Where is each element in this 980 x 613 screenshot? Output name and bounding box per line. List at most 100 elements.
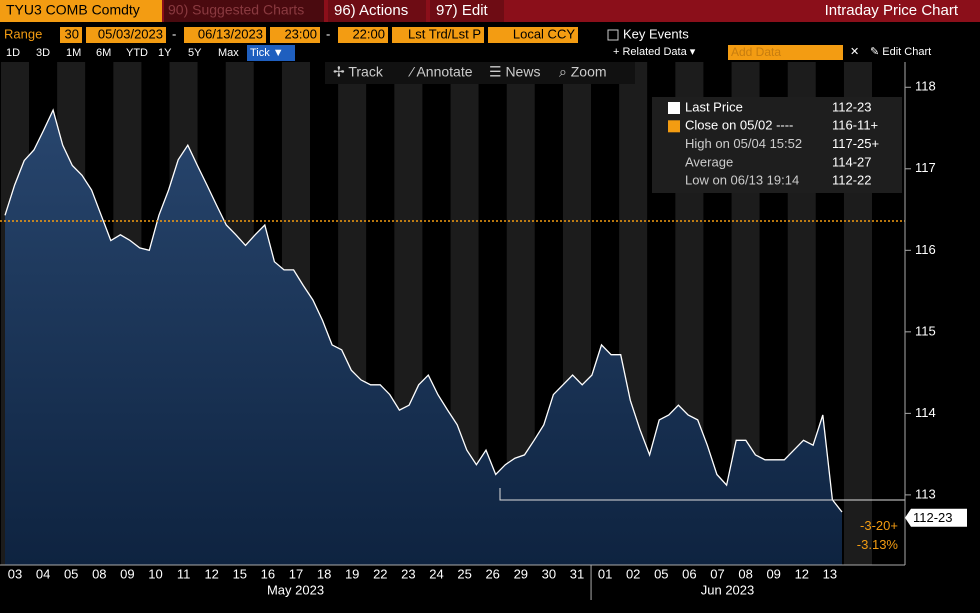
- range-field[interactable]: [184, 27, 266, 43]
- x-tick-label: 12: [795, 566, 809, 581]
- period[interactable]: Max: [218, 47, 239, 59]
- range-field-text[interactable]: Lst Trd/Lst P: [408, 26, 481, 41]
- chart-tool[interactable]: ⁄ Annotate: [408, 64, 473, 80]
- legend-label: High on 05/04 15:52: [685, 136, 802, 151]
- x-tick-label: 08: [92, 566, 106, 581]
- close-x[interactable]: ✕: [850, 46, 859, 58]
- period[interactable]: 1Y: [158, 47, 172, 59]
- range-field-text[interactable]: -: [172, 26, 176, 41]
- x-tick-label: 08: [738, 566, 752, 581]
- x-tick-label: 03: [8, 566, 22, 581]
- last-marker: [905, 508, 967, 527]
- legend-label: Last Price: [685, 99, 743, 114]
- range-field-text[interactable]: 30: [65, 26, 79, 41]
- period[interactable]: 3D: [36, 47, 50, 59]
- legend-label: Average: [685, 154, 733, 169]
- x-tick-label: 26: [485, 566, 499, 581]
- x-tick-label: 24: [429, 566, 443, 581]
- x-tick-label: 16: [261, 566, 275, 581]
- low-line: [499, 488, 905, 501]
- period[interactable]: 1D: [6, 47, 20, 59]
- period[interactable]: YTD: [126, 47, 148, 59]
- x-tick-label: 06: [682, 566, 696, 581]
- legend-value: 112-23: [832, 99, 872, 114]
- legend-swatch: [668, 102, 680, 114]
- legend-label: Low on 06/13 19:14: [685, 173, 799, 188]
- range-field-text[interactable]: 23:00: [284, 26, 317, 41]
- x-tick-label: 22: [373, 566, 387, 581]
- suggested-btn[interactable]: [164, 0, 324, 22]
- y-tick-label: 118: [915, 79, 936, 94]
- add-data-box[interactable]: [728, 45, 843, 60]
- legend-value: 114-27: [832, 154, 872, 169]
- range-field-text[interactable]: 05/03/2023: [98, 26, 163, 41]
- legend-value: 116-11+: [832, 118, 878, 133]
- range-field-text[interactable]: -: [326, 26, 330, 41]
- month-label: May 2023: [267, 582, 324, 597]
- edit-btn[interactable]: [430, 0, 504, 22]
- y-tick-label: 114: [915, 405, 936, 420]
- range-field-text[interactable]: Local CCY: [513, 26, 575, 41]
- legend: [652, 97, 902, 193]
- range-field[interactable]: [392, 27, 484, 43]
- checkbox[interactable]: [607, 29, 619, 41]
- legend-label: Close on 05/02 ----: [685, 118, 793, 133]
- range-field-text[interactable]: 06/13/2023: [198, 26, 263, 41]
- x-tick-label: 18: [317, 566, 331, 581]
- x-tick-label: 17: [289, 566, 303, 581]
- x-tick-label: 29: [514, 566, 528, 581]
- x-tick-label: 11: [177, 566, 191, 581]
- period[interactable]: Tick ▼: [250, 47, 284, 59]
- range-field[interactable]: [488, 27, 578, 43]
- x-tick-label: 04: [36, 566, 50, 581]
- add-data[interactable]: Add Data: [731, 45, 781, 59]
- x-tick-label: 15: [233, 566, 247, 581]
- chart-tool[interactable]: ⌕ Zoom: [559, 64, 607, 80]
- y-tick-label: 117: [915, 160, 936, 175]
- edit-chart[interactable]: ✎ Edit Chart: [870, 46, 931, 58]
- x-tick-label: 12: [204, 566, 218, 581]
- x-tick-label: 19: [345, 566, 359, 581]
- x-tick-label: 01: [598, 566, 612, 581]
- period[interactable]: 1M: [66, 47, 81, 59]
- x-tick-label: 25: [457, 566, 471, 581]
- range-field[interactable]: [60, 27, 82, 43]
- x-tick-label: 05: [64, 566, 78, 581]
- key-events[interactable]: Key Events: [623, 26, 689, 41]
- tool-strip: [325, 62, 635, 84]
- range-field[interactable]: [338, 27, 388, 43]
- actions[interactable]: 96) Actions: [334, 2, 408, 19]
- last-price: 112-23: [913, 510, 953, 525]
- legend-swatch: [668, 120, 680, 133]
- legend-value: 117-25+: [832, 136, 879, 151]
- x-tick-label: 23: [401, 566, 415, 581]
- x-tick-label: 02: [626, 566, 640, 581]
- period[interactable]: 5Y: [188, 47, 202, 59]
- range-field[interactable]: [86, 27, 166, 43]
- period[interactable]: 6M: [96, 47, 111, 59]
- related-data[interactable]: + Related Data ▾: [613, 46, 696, 58]
- price-line: [4, 108, 843, 513]
- x-tick-label: 30: [542, 566, 556, 581]
- x-tick-label: 10: [148, 566, 162, 581]
- x-tick-label: 09: [766, 566, 780, 581]
- chart-tool[interactable]: ☰ News: [489, 64, 540, 80]
- security[interactable]: TYU3 COMB Comdty: [6, 2, 140, 18]
- range-field-text[interactable]: 22:00: [352, 26, 385, 41]
- x-tick-label: 07: [710, 566, 724, 581]
- chart-tool[interactable]: ✢ Track: [333, 64, 384, 80]
- x-tick-label: 05: [654, 566, 668, 581]
- month-label: Jun 2023: [701, 582, 755, 597]
- security-box[interactable]: [0, 0, 162, 22]
- range-label: Range: [4, 26, 42, 41]
- edit[interactable]: 97) Edit: [436, 2, 489, 19]
- range-field[interactable]: [270, 27, 320, 43]
- x-tick-label: 13: [823, 566, 837, 581]
- actions-btn[interactable]: [328, 0, 426, 22]
- y-tick-label: 113: [915, 486, 936, 501]
- change-pct: -3.13%: [857, 537, 899, 552]
- period-selected[interactable]: [247, 45, 295, 61]
- suggested[interactable]: 90) Suggested Charts: [168, 2, 304, 18]
- y-tick-label: 115: [915, 323, 936, 338]
